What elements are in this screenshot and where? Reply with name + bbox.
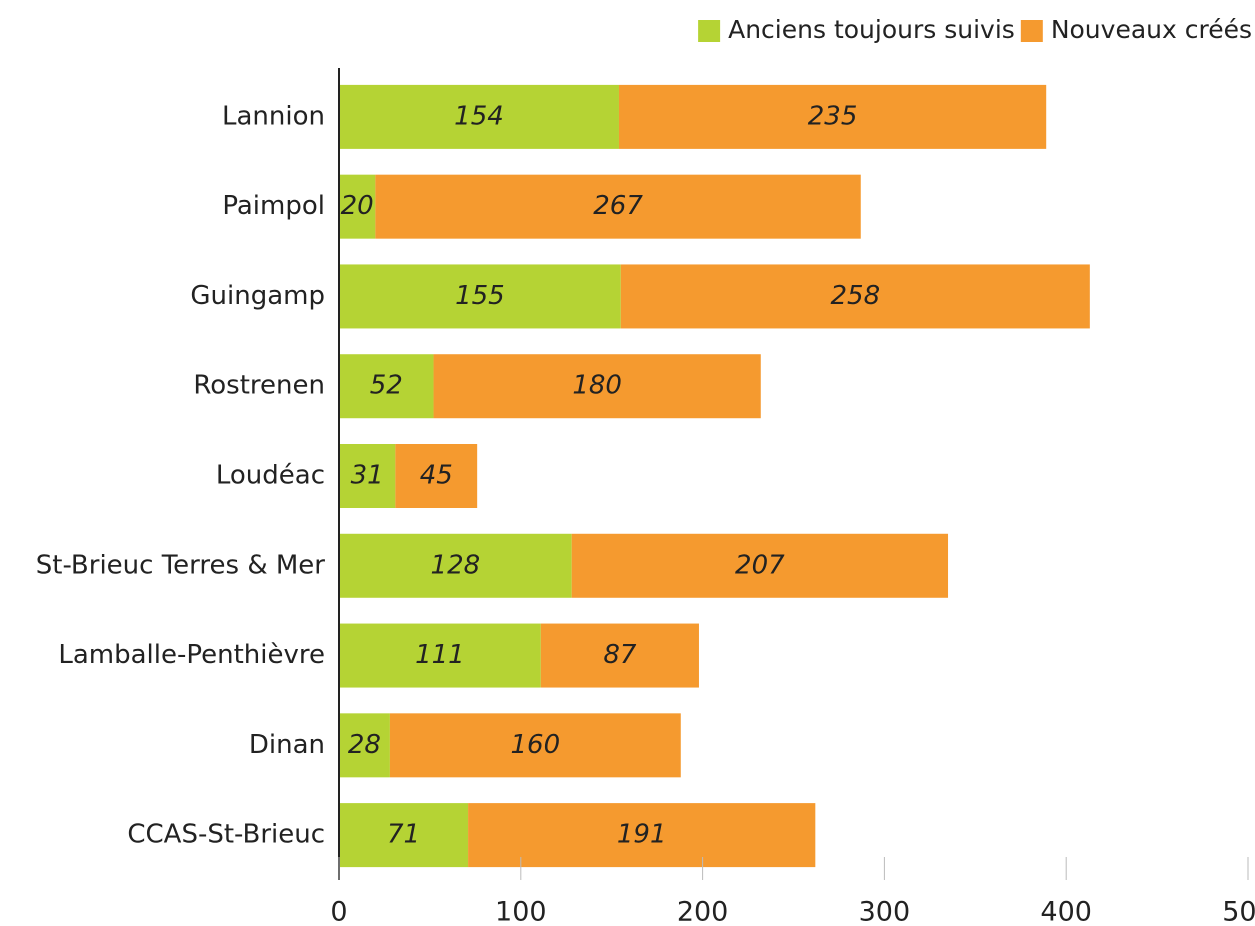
bar-segment bbox=[339, 264, 621, 329]
data-label: 28 bbox=[348, 730, 381, 760]
y-tick-label: Lannion bbox=[222, 101, 325, 131]
legend-swatch bbox=[1020, 20, 1043, 42]
bar-segment bbox=[339, 713, 390, 778]
y-tick-label: Guingamp bbox=[190, 281, 325, 311]
data-label: 87 bbox=[603, 640, 637, 670]
data-label: 45 bbox=[420, 461, 453, 491]
data-label: 258 bbox=[830, 281, 880, 311]
data-label: 235 bbox=[808, 101, 858, 131]
bar-segment bbox=[339, 354, 434, 419]
bar-segment bbox=[395, 444, 478, 508]
bar-segment bbox=[620, 264, 1090, 329]
bar-segment bbox=[339, 623, 541, 688]
y-tick-label: Lamballe-Penthièvre bbox=[58, 640, 325, 670]
bar-segment bbox=[540, 623, 699, 688]
bar-segment bbox=[375, 174, 861, 239]
x-tick-label: 100 bbox=[495, 897, 547, 926]
y-tick-label: Paimpol bbox=[222, 191, 325, 221]
legend-swatch bbox=[698, 20, 721, 42]
data-label: 267 bbox=[593, 191, 643, 221]
y-tick-label: CCAS-St-Brieuc bbox=[127, 820, 325, 850]
y-tick-label: Loudéac bbox=[216, 461, 325, 491]
data-label: 52 bbox=[370, 371, 403, 401]
bar-segment bbox=[339, 803, 469, 868]
data-label: 154 bbox=[454, 101, 504, 131]
bar-segment bbox=[618, 84, 1047, 149]
bar-segment bbox=[433, 354, 761, 419]
data-label: 207 bbox=[735, 550, 785, 580]
data-label: 180 bbox=[572, 371, 622, 401]
data-label: 71 bbox=[387, 820, 420, 850]
data-label: 111 bbox=[415, 640, 465, 670]
x-tick-label: 500 bbox=[1222, 897, 1255, 926]
bar-segment bbox=[339, 84, 619, 149]
bar-segment bbox=[468, 803, 816, 868]
data-label: 128 bbox=[431, 550, 481, 580]
x-tick-label: 300 bbox=[859, 897, 911, 926]
y-tick-label: Dinan bbox=[249, 730, 325, 760]
legend-label: Nouveaux créés bbox=[1051, 15, 1252, 44]
x-tick-label: 400 bbox=[1040, 897, 1092, 926]
bar-segment bbox=[339, 533, 572, 598]
data-label: 155 bbox=[455, 281, 505, 311]
x-tick-label: 0 bbox=[330, 897, 347, 926]
y-tick-label: Rostrenen bbox=[193, 371, 325, 401]
data-label: 160 bbox=[511, 730, 561, 760]
bar-segment bbox=[339, 444, 396, 508]
data-label: 31 bbox=[351, 461, 384, 491]
y-tick-label: St-Brieuc Terres & Mer bbox=[36, 550, 326, 580]
data-label: 191 bbox=[617, 820, 667, 850]
bar-segment bbox=[389, 713, 681, 778]
legend-label: Anciens toujours suivis bbox=[728, 15, 1015, 44]
data-label: 20 bbox=[341, 191, 374, 221]
bar-segment bbox=[571, 533, 949, 598]
x-tick-label: 200 bbox=[677, 897, 729, 926]
bar-segment bbox=[339, 174, 376, 239]
